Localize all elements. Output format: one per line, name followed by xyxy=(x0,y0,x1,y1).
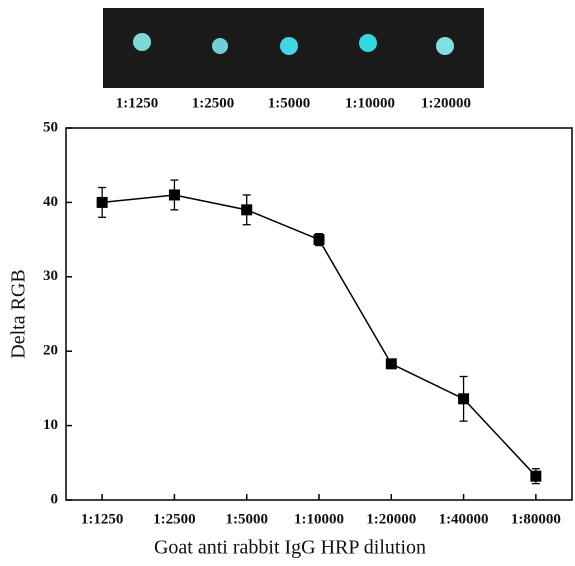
x-tick-label: 1:80000 xyxy=(511,511,561,527)
x-tick-label: 1:10000 xyxy=(294,511,344,527)
x-tick-label: 1:2500 xyxy=(153,511,196,527)
y-tick-label: 20 xyxy=(43,343,58,359)
marker xyxy=(313,234,325,246)
y-tick-label: 0 xyxy=(51,491,59,507)
y-tick-label: 40 xyxy=(43,194,58,210)
y-tick-label: 30 xyxy=(43,268,58,284)
y-axis-title: Delta RGB xyxy=(8,269,30,358)
marker xyxy=(458,393,470,405)
strip-label: 1:20000 xyxy=(421,95,471,111)
x-axis-title: Goat anti rabbit IgG HRP dilution xyxy=(154,537,426,559)
marker xyxy=(241,204,253,216)
strip-label: 1:2500 xyxy=(192,95,235,111)
dot xyxy=(212,38,228,54)
marker xyxy=(96,196,108,208)
y-tick-label: 10 xyxy=(43,417,58,433)
x-tick-label: 1:1250 xyxy=(81,511,124,527)
x-tick-label: 1:20000 xyxy=(366,511,416,527)
y-tick-label: 50 xyxy=(43,119,58,135)
plot-frame xyxy=(65,127,573,501)
dot xyxy=(359,34,377,52)
x-tick-label: 1:5000 xyxy=(225,511,268,527)
gel-strip xyxy=(103,8,484,88)
dot xyxy=(280,37,298,55)
strip-label: 1:1250 xyxy=(116,95,159,111)
marker xyxy=(530,470,542,482)
strip-label: 1:10000 xyxy=(345,95,395,111)
dot xyxy=(133,33,151,51)
dot xyxy=(436,37,454,55)
marker xyxy=(168,189,180,201)
marker xyxy=(385,358,397,370)
strip-label: 1:5000 xyxy=(268,95,311,111)
x-tick-label: 1:40000 xyxy=(439,511,489,527)
